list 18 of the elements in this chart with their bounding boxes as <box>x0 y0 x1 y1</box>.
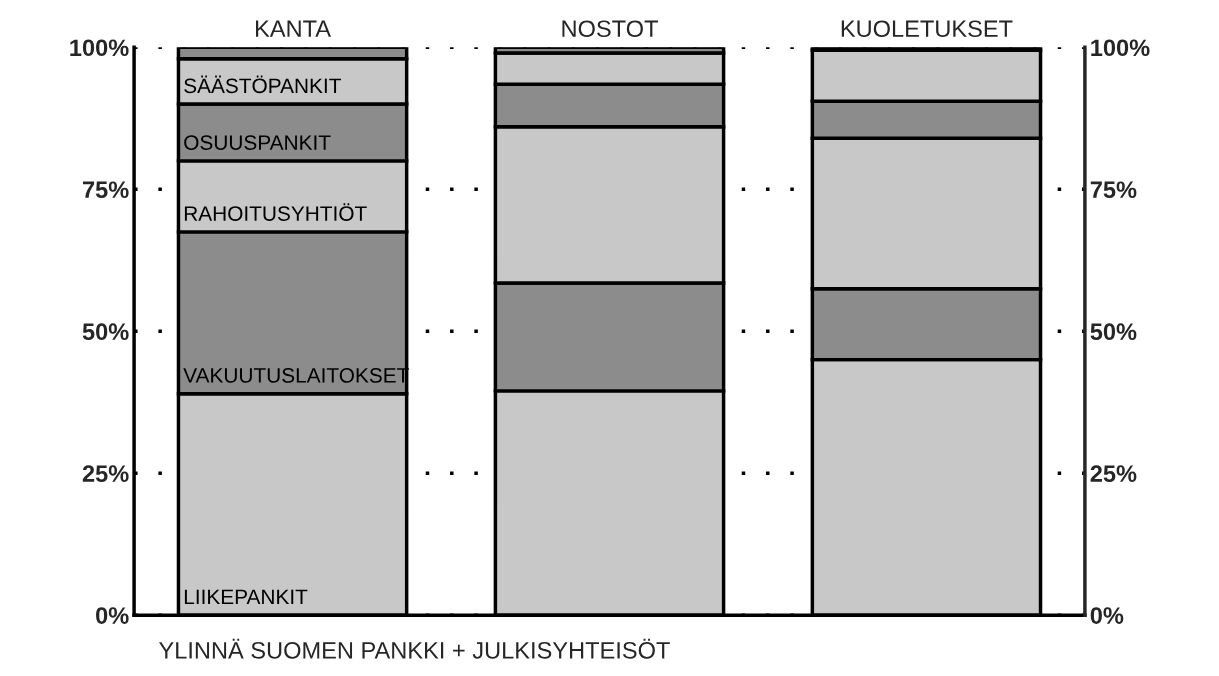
series-label: LIIKEPANKIT <box>184 589 308 605</box>
series-label: OSUUSPANKIT <box>184 135 331 150</box>
y-tick-label: 100% <box>70 39 129 57</box>
y-tick-label: 50% <box>82 323 129 341</box>
y2-tick-label: 100% <box>1091 39 1150 57</box>
y2-tick-label: 50% <box>1090 323 1137 341</box>
y2-tick-label: 75% <box>1090 181 1137 199</box>
text: YLINNÄ SUOMEN PANKKI + JULKISYHTEISÖT <box>158 638 670 659</box>
x-tick-label: NOSTOT <box>562 20 658 38</box>
y-tick-label: 0% <box>96 607 129 624</box>
y2-tick-label: 0% <box>1090 607 1124 624</box>
y2-tick-label: 25% <box>1090 465 1137 482</box>
x-tick-label: KANTA <box>256 20 331 37</box>
series-label: RAHOITUSYHTIÖT <box>184 203 367 221</box>
series-label: SÄÄSTÖPANKIT <box>184 75 341 94</box>
x-tick-label: KUOLETUKSET <box>841 20 1013 38</box>
y-tick-label: 25% <box>82 465 129 482</box>
y-tick-label: 75% <box>82 181 129 199</box>
